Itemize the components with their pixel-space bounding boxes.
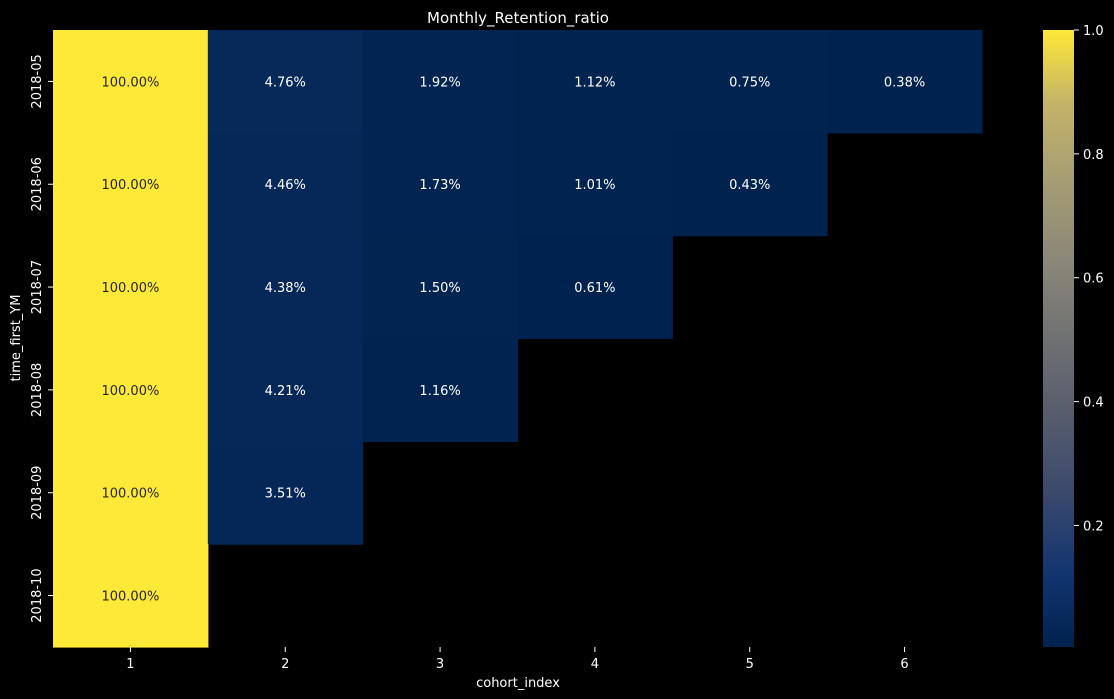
y-axis-ticks: 2018-05 2018-06 2018-07 2018-08 2018-09 2018-… [30, 54, 53, 623]
cell-label: 1.92% [419, 75, 460, 90]
cell-label: 100.00% [101, 487, 159, 502]
x-tick-label: 1 [126, 657, 134, 672]
heatmap-cell [53, 30, 209, 134]
cell-label: 4.38% [265, 281, 306, 296]
cell-label: 0.43% [729, 178, 770, 193]
heatmap-cells: 100.00% 4.76% 1.92% 1.12% 0.75% 0.38% 100.00% 4… [53, 30, 983, 648]
cell-label: 4.76% [265, 75, 306, 90]
cell-label: 1.16% [419, 384, 460, 399]
colorbar-tick-label: 0.4 [1083, 396, 1104, 411]
heatmap-cell [672, 30, 828, 134]
cell-label: 100.00% [101, 178, 159, 193]
chart-title: Monthly_Retention_ratio [427, 9, 609, 28]
heatmap-cell [207, 30, 364, 134]
x-tick-label: 3 [436, 657, 444, 672]
y-tick-label: 2018-06 [30, 157, 45, 211]
heatmap-cell [362, 338, 519, 442]
colorbar-tick-label: 0.2 [1083, 519, 1104, 534]
heatmap-cell [827, 30, 983, 134]
cell-label: 1.73% [419, 178, 460, 193]
heatmap-cell [362, 235, 519, 340]
cell-label: 3.51% [265, 487, 306, 502]
x-axis-ticks: 1 2 3 4 5 6 [126, 647, 909, 672]
heatmap-cell [53, 235, 209, 340]
heatmap-cell [53, 441, 209, 545]
x-tick-label: 5 [746, 657, 754, 672]
cell-label: 4.21% [265, 384, 306, 399]
x-tick-label: 4 [591, 657, 599, 672]
heatmap-cell [53, 338, 209, 442]
cell-label: 0.38% [884, 75, 925, 90]
cell-label: 0.75% [729, 75, 770, 90]
cell-label: 100.00% [101, 281, 159, 296]
heatmap-cell [207, 338, 364, 442]
colorbar-tick-label: 0.6 [1083, 272, 1104, 287]
heatmap-cell [53, 132, 209, 237]
cell-label: 1.12% [574, 75, 615, 90]
heatmap-cell [362, 132, 519, 237]
cell-label: 0.61% [574, 281, 615, 296]
cell-label: 1.01% [574, 178, 615, 193]
heatmap-cell [53, 544, 209, 648]
y-tick-label: 2018-10 [30, 568, 45, 622]
y-tick-label: 2018-07 [30, 260, 45, 314]
colorbar-tick-label: 1.0 [1083, 24, 1104, 39]
cell-label: 100.00% [101, 75, 159, 90]
y-tick-label: 2018-05 [30, 54, 45, 108]
heatmap-cell [517, 235, 673, 340]
cell-label: 1.50% [419, 281, 460, 296]
heatmap-cell [207, 132, 364, 237]
y-tick-label: 2018-08 [30, 363, 45, 417]
y-tick-label: 2018-09 [30, 466, 45, 520]
x-tick-label: 2 [281, 657, 289, 672]
y-axis-label: time_first_YM [9, 295, 24, 382]
heatmap-cell [362, 30, 519, 134]
x-axis-label: cohort_index [476, 676, 560, 691]
colorbar-tick-label: 0.8 [1083, 148, 1104, 163]
heatmap-cell [517, 132, 673, 237]
heatmap-cell [517, 30, 673, 134]
heatmap-cell [672, 132, 828, 237]
heatmap-cell [207, 441, 364, 545]
x-tick-label: 6 [900, 657, 908, 672]
cell-label: 100.00% [101, 590, 159, 605]
colorbar [1043, 30, 1074, 647]
colorbar-ticks: 0.2 0.4 0.6 0.8 1.0 [1074, 24, 1104, 534]
cell-label: 100.00% [101, 384, 159, 399]
cell-label: 4.46% [265, 178, 306, 193]
heatmap-cell [207, 235, 364, 340]
